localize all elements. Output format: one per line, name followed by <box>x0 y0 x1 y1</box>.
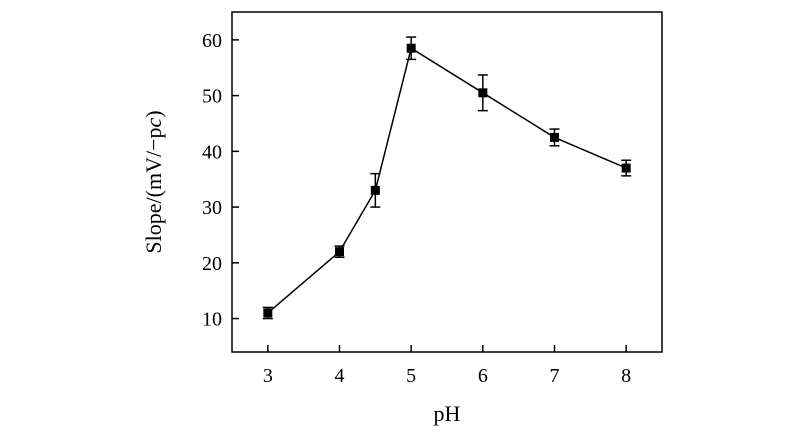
x-tick-label: 7 <box>550 365 560 387</box>
y-axis-label-main: Slope/(mV/−p <box>141 128 166 254</box>
series-layer <box>262 36 632 320</box>
y-axis-label-variable: c <box>141 118 166 128</box>
y-tick-label: 50 <box>202 86 222 108</box>
x-tick-label: 4 <box>335 365 345 387</box>
data-point <box>621 163 631 173</box>
y-tick-label: 10 <box>202 309 222 331</box>
data-point <box>263 308 273 318</box>
y-axis-label-close: ) <box>141 110 166 117</box>
y-tick-label: 30 <box>202 197 222 219</box>
series-line <box>267 47 627 314</box>
plot-frame <box>231 11 663 353</box>
y-tick-label: 20 <box>202 253 222 275</box>
x-tick-label: 8 <box>621 365 631 387</box>
data-point <box>478 88 488 98</box>
x-axis: 3 4 5 6 7 8 <box>263 345 631 387</box>
x-axis-label: pH <box>434 401 461 426</box>
y-tick-label: 40 <box>202 141 222 163</box>
data-point <box>406 43 416 53</box>
x-tick-label: 3 <box>263 365 273 387</box>
y-axis: 10 20 30 40 50 60 <box>202 30 239 331</box>
y-axis-label: Slope/(mV/−pc) <box>141 110 166 253</box>
x-tick-label: 6 <box>478 365 488 387</box>
data-point <box>335 247 344 257</box>
data-point <box>370 185 380 195</box>
x-tick-label: 5 <box>406 365 416 387</box>
y-tick-label: 60 <box>202 30 222 52</box>
data-point <box>550 132 559 142</box>
